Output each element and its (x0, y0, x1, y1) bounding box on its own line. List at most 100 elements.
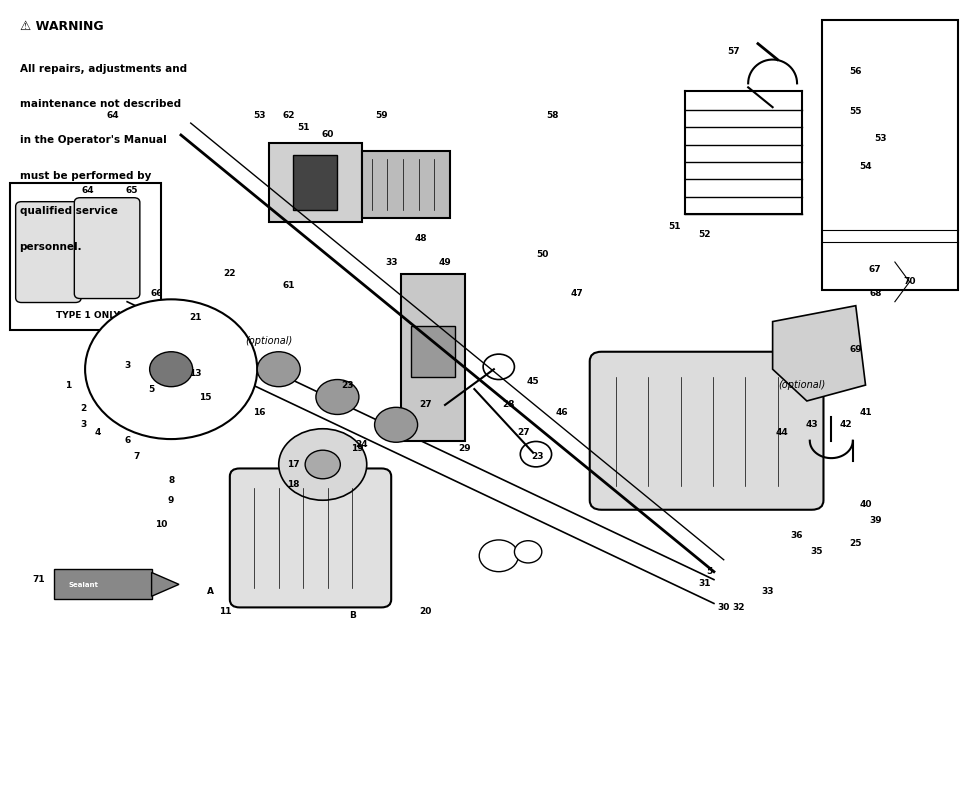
Text: 66: 66 (150, 289, 162, 299)
Circle shape (374, 407, 417, 442)
Text: A: A (206, 587, 214, 596)
Text: 27: 27 (517, 428, 529, 437)
Text: 23: 23 (341, 380, 353, 390)
Polygon shape (151, 572, 179, 596)
Text: 16: 16 (253, 408, 265, 418)
Circle shape (479, 540, 518, 572)
Text: 51: 51 (668, 222, 680, 231)
Bar (410, 326, 454, 377)
Text: 62: 62 (282, 110, 294, 120)
Text: 69: 69 (849, 345, 861, 354)
Text: 49: 49 (438, 257, 451, 267)
Bar (269, 143, 361, 222)
Text: 59: 59 (375, 110, 387, 120)
Text: All repairs, adjustments and: All repairs, adjustments and (20, 64, 187, 74)
Text: 67: 67 (869, 265, 880, 275)
Text: 19: 19 (351, 444, 362, 453)
Text: 25: 25 (849, 539, 861, 549)
Circle shape (278, 429, 366, 500)
Text: 48: 48 (414, 233, 426, 243)
Text: 3: 3 (80, 420, 86, 430)
FancyBboxPatch shape (589, 352, 823, 510)
Text: 10: 10 (155, 519, 167, 529)
Text: 9: 9 (168, 495, 174, 505)
Text: 51: 51 (297, 122, 309, 132)
Text: 41: 41 (859, 408, 871, 418)
Circle shape (149, 352, 192, 387)
Text: 30: 30 (717, 603, 729, 612)
Text: 4: 4 (95, 428, 101, 437)
Text: 28: 28 (502, 400, 514, 410)
Bar (293, 155, 337, 210)
Text: 40: 40 (859, 499, 871, 509)
Circle shape (520, 441, 551, 467)
Text: must be performed by: must be performed by (20, 171, 150, 181)
Text: 54: 54 (859, 162, 871, 172)
Text: 44: 44 (775, 428, 788, 437)
Text: 71: 71 (33, 575, 45, 584)
Text: 47: 47 (570, 289, 583, 299)
Circle shape (483, 354, 514, 380)
Text: (optional): (optional) (778, 380, 825, 390)
Text: 35: 35 (810, 547, 822, 557)
Text: qualified service: qualified service (20, 206, 117, 217)
Bar (10, 183, 161, 330)
Text: 12: 12 (170, 357, 182, 366)
Text: 23: 23 (531, 452, 543, 461)
Text: 6: 6 (124, 436, 130, 445)
Text: 43: 43 (805, 420, 817, 430)
Text: 64: 64 (106, 110, 118, 120)
Text: 13: 13 (190, 368, 201, 378)
FancyBboxPatch shape (230, 468, 391, 607)
Text: 15: 15 (199, 392, 211, 402)
Text: 22: 22 (224, 269, 235, 279)
Text: 21: 21 (190, 313, 201, 322)
Text: 57: 57 (727, 47, 739, 56)
Text: Sealant: Sealant (68, 582, 98, 588)
Text: 33: 33 (385, 257, 397, 267)
Text: 60: 60 (321, 130, 333, 140)
Text: 55: 55 (849, 106, 861, 116)
Text: 65: 65 (126, 186, 138, 195)
Text: 70: 70 (903, 277, 914, 287)
Bar (821, 20, 957, 290)
Text: 18: 18 (287, 480, 299, 489)
Text: 11: 11 (219, 607, 231, 616)
Circle shape (514, 541, 541, 563)
Text: 52: 52 (698, 229, 709, 239)
Circle shape (305, 450, 340, 479)
Text: 27: 27 (419, 400, 431, 410)
FancyBboxPatch shape (74, 198, 140, 299)
Text: 46: 46 (556, 408, 568, 418)
Text: 53: 53 (253, 110, 265, 120)
Text: 1: 1 (65, 380, 71, 390)
Bar (401, 274, 464, 441)
Text: 39: 39 (869, 515, 880, 525)
Circle shape (85, 299, 257, 439)
Bar (54, 569, 151, 599)
Circle shape (316, 380, 359, 414)
Text: 36: 36 (790, 531, 802, 541)
Text: ⚠ WARNING: ⚠ WARNING (20, 20, 104, 33)
Text: 3: 3 (124, 360, 130, 370)
Text: 58: 58 (546, 110, 558, 120)
Text: personnel.: personnel. (20, 242, 82, 252)
Text: B: B (348, 611, 356, 620)
Text: in the Operator's Manual: in the Operator's Manual (20, 135, 166, 145)
Text: 33: 33 (761, 587, 773, 596)
Text: TYPE 1 ONLY: TYPE 1 ONLY (56, 311, 120, 320)
Text: 42: 42 (839, 420, 851, 430)
Text: 64: 64 (82, 186, 94, 195)
Text: 5: 5 (149, 384, 154, 394)
Text: 56: 56 (849, 67, 861, 76)
Text: 24: 24 (356, 440, 367, 449)
Text: 53: 53 (873, 134, 885, 144)
Text: 29: 29 (458, 444, 470, 453)
Text: 17: 17 (287, 460, 299, 469)
Text: 7: 7 (134, 452, 140, 461)
Polygon shape (772, 306, 865, 401)
Text: 61: 61 (282, 281, 294, 291)
Text: (optional): (optional) (245, 337, 292, 346)
Circle shape (257, 352, 300, 387)
Bar (361, 151, 449, 218)
